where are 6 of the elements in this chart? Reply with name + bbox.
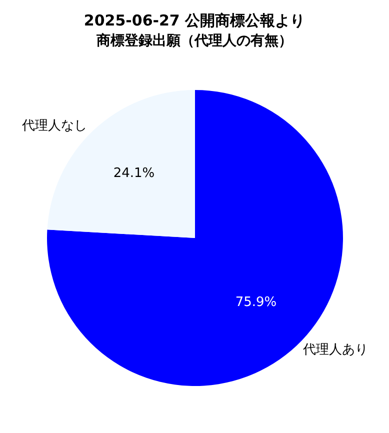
data-label: 24.1% xyxy=(113,166,155,181)
chart-title: 2025-06-27 公開商標公報より xyxy=(84,12,306,30)
chart-subtitle: 商標登録出願（代理人の有無） xyxy=(96,32,292,49)
data-label: 75.9% xyxy=(235,295,277,310)
slice-label: 代理人なし xyxy=(21,118,88,134)
slice-label: 代理人あり xyxy=(302,342,368,358)
